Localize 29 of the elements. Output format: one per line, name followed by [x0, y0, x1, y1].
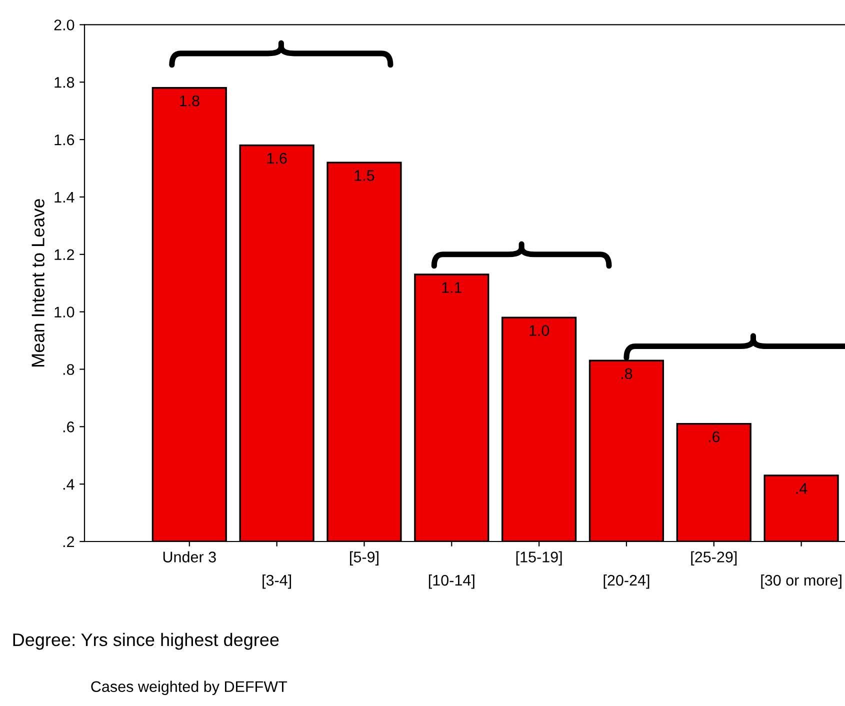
data-label: 1.1 — [442, 282, 462, 293]
x-tick-label: [25-29] — [691, 551, 737, 566]
y-axis-title: Mean Intent to Leave — [32, 199, 44, 366]
text: Cases weighted by DEFFWT — [91, 680, 288, 696]
y-tick-label: 2.0 — [54, 20, 74, 30]
x-axis-title: Degree: Yrs since highest degree — [13, 632, 279, 650]
y-tick-label: .4 — [63, 479, 74, 490]
data-label: .8 — [621, 368, 632, 380]
x-tick-label: [3-4] — [262, 574, 292, 589]
x-tick-label: [30 or more] — [761, 574, 842, 589]
y-tick-label: 1.4 — [54, 192, 74, 203]
data-label: 1.5 — [354, 170, 374, 181]
data-label: .6 — [708, 431, 720, 442]
y-tick-label: 1.8 — [54, 77, 74, 88]
x-tick-label: [5-9] — [350, 551, 378, 566]
x-tick-label: [15-19] — [516, 551, 562, 566]
y-tick-label: .8 — [63, 364, 74, 375]
data-label: 1.8 — [180, 95, 200, 106]
data-label: 1.0 — [530, 325, 550, 336]
y-tick-label: 1.6 — [54, 134, 74, 146]
data-label: .4 — [796, 483, 808, 494]
y-tick-label: .6 — [63, 422, 74, 432]
x-tick-label: Under 3 — [163, 551, 216, 562]
y-tick-label: 1.0 — [54, 306, 74, 318]
y-tick-label: 1.2 — [54, 249, 74, 260]
x-tick-label: [10-14] — [428, 574, 474, 589]
x-tick-label: [20-24] — [604, 574, 650, 589]
y-tick-label: .2 — [63, 536, 74, 548]
data-label: 1.6 — [267, 152, 287, 164]
